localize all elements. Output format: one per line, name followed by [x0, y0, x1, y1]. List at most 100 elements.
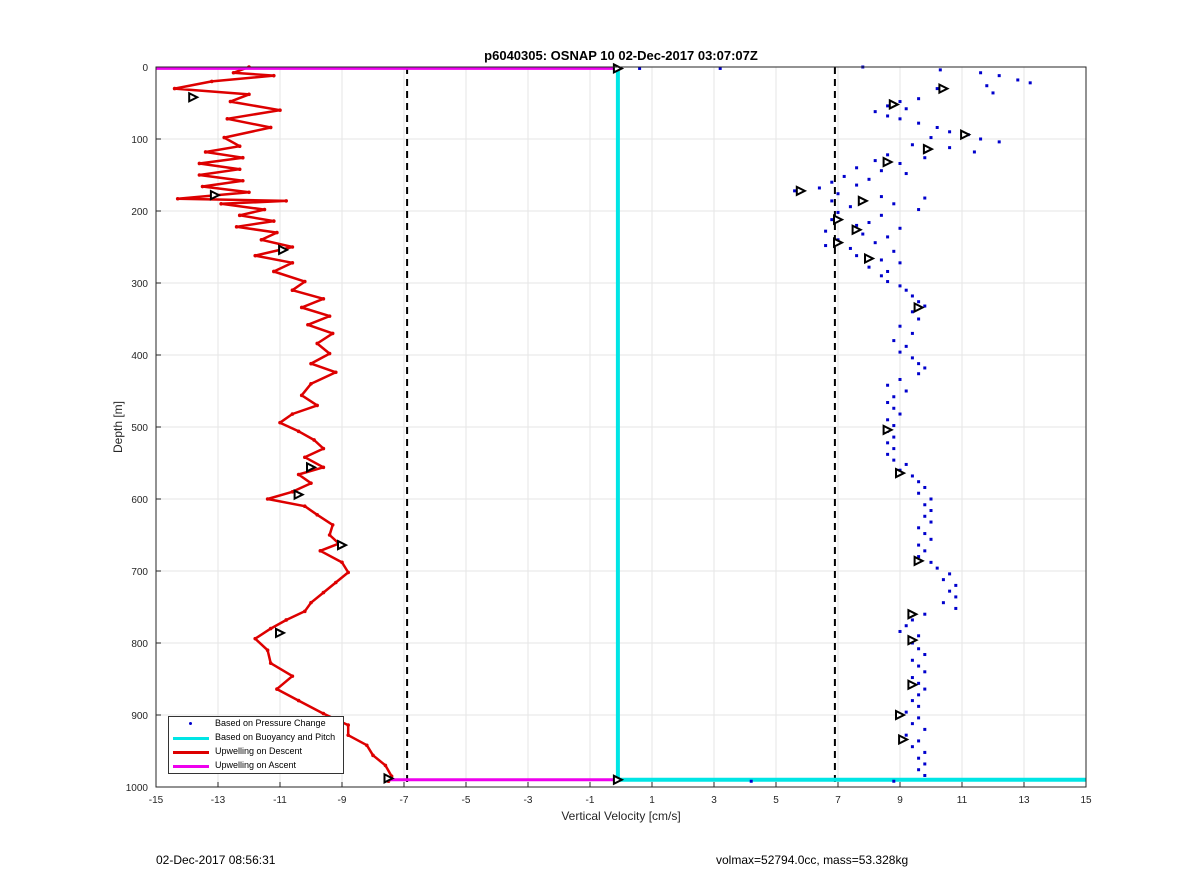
pressure-point: [917, 704, 921, 708]
pressure-point: [749, 779, 753, 783]
descent-point: [210, 79, 214, 84]
pressure-marker: [795, 185, 808, 197]
legend-swatch-buoyancy: [173, 737, 209, 740]
pressure-point: [848, 246, 852, 250]
legend-label: Upwelling on Descent: [215, 746, 303, 756]
descent-point: [334, 580, 338, 585]
pressure-point: [917, 543, 921, 547]
x-axis-label: Vertical Velocity [cm/s]: [561, 809, 680, 823]
pressure-point: [898, 324, 902, 328]
pressure-point: [917, 716, 921, 720]
descent-point: [284, 199, 289, 203]
pressure-point: [917, 756, 921, 760]
pressure-marker: [907, 634, 919, 646]
descent-point: [309, 481, 313, 485]
pressure-point: [923, 196, 927, 200]
pressure-point: [904, 107, 908, 111]
pressure-marker: [898, 733, 910, 746]
legend-swatch-pressure: [189, 722, 192, 725]
descent-point: [234, 225, 239, 229]
pressure-point: [830, 218, 834, 222]
pressure-point: [923, 549, 927, 553]
descent-point: [228, 99, 233, 104]
pressure-point: [886, 383, 890, 387]
descent-point: [346, 733, 351, 737]
descent-point: [312, 438, 316, 442]
y-tick-label: 500: [131, 423, 148, 434]
descent-point: [262, 207, 267, 212]
pressure-point: [917, 681, 921, 685]
pressure-point: [886, 441, 890, 445]
pressure-point: [923, 485, 927, 489]
pressure-point: [948, 146, 952, 150]
pressure-marker: [833, 237, 845, 249]
descent-marker: [275, 627, 287, 639]
pressure-point: [898, 226, 902, 230]
descent-point: [315, 403, 320, 408]
descent-marker: [278, 244, 290, 256]
grid-lines: [155, 66, 1087, 788]
y-tick-label: 300: [131, 279, 148, 290]
pressure-point: [793, 189, 797, 193]
descent-point: [219, 202, 223, 206]
descent-point: [278, 108, 282, 112]
descent-point: [197, 161, 202, 166]
pressure-point: [972, 150, 976, 154]
pressure-point: [879, 213, 883, 217]
descent-point: [309, 361, 313, 366]
pressure-point: [848, 205, 852, 209]
pressure-marker: [895, 467, 907, 479]
pressure-point: [923, 366, 927, 370]
pressure-point: [904, 733, 908, 737]
descent-point: [259, 238, 264, 242]
pressure-point: [917, 555, 921, 559]
descent-point: [253, 253, 257, 258]
pressure-point: [898, 412, 902, 416]
descent-marker: [383, 772, 395, 784]
pressure-point: [923, 773, 927, 777]
pressure-point: [898, 117, 902, 121]
x-tick-label: -3: [524, 795, 533, 806]
pressure-point: [861, 232, 865, 236]
footer-timestamp: 02-Dec-2017 08:56:31: [156, 853, 276, 867]
pressure-point: [917, 362, 921, 366]
pressure-point: [923, 727, 927, 731]
pressure-point: [638, 66, 642, 70]
descent-point: [321, 711, 326, 716]
descent-point: [272, 73, 276, 78]
legend-item-buoyancy: Based on Buoyancy and Pitch: [169, 731, 343, 745]
pressure-point: [892, 406, 896, 410]
descent-point: [296, 698, 301, 703]
pressure-point: [929, 520, 933, 524]
descent-point: [237, 213, 242, 218]
pressure-point: [923, 532, 927, 536]
x-tick-label: 3: [711, 795, 717, 806]
pressure-point: [954, 606, 958, 610]
pressure-point: [718, 66, 722, 70]
descent-point: [200, 184, 205, 189]
pressure-point: [917, 121, 921, 125]
pressure-point: [910, 331, 914, 335]
descent-point: [315, 341, 320, 346]
descent-point: [321, 446, 326, 451]
chart-legend: Based on Pressure Change Based on Buoyan…: [168, 716, 344, 774]
pressure-point: [917, 739, 921, 743]
pressure-point: [917, 768, 921, 772]
descent-point: [306, 322, 310, 327]
y-tick-label: 900: [131, 711, 148, 722]
descent-point: [318, 549, 323, 553]
pressure-marker: [922, 143, 935, 155]
pressure-point: [923, 670, 927, 674]
pressure-point: [904, 462, 908, 466]
pressure-point: [842, 174, 846, 178]
pressure-point: [830, 180, 834, 184]
descent-point: [284, 618, 289, 622]
pressure-point: [910, 356, 914, 360]
y-tick-label: 400: [131, 351, 148, 362]
pressure-point: [935, 87, 939, 91]
pressure-point: [879, 274, 883, 278]
legend-label: Upwelling on Ascent: [215, 760, 297, 770]
descent-point: [290, 245, 295, 249]
pressure-point: [917, 97, 921, 101]
descent-point: [290, 261, 295, 265]
